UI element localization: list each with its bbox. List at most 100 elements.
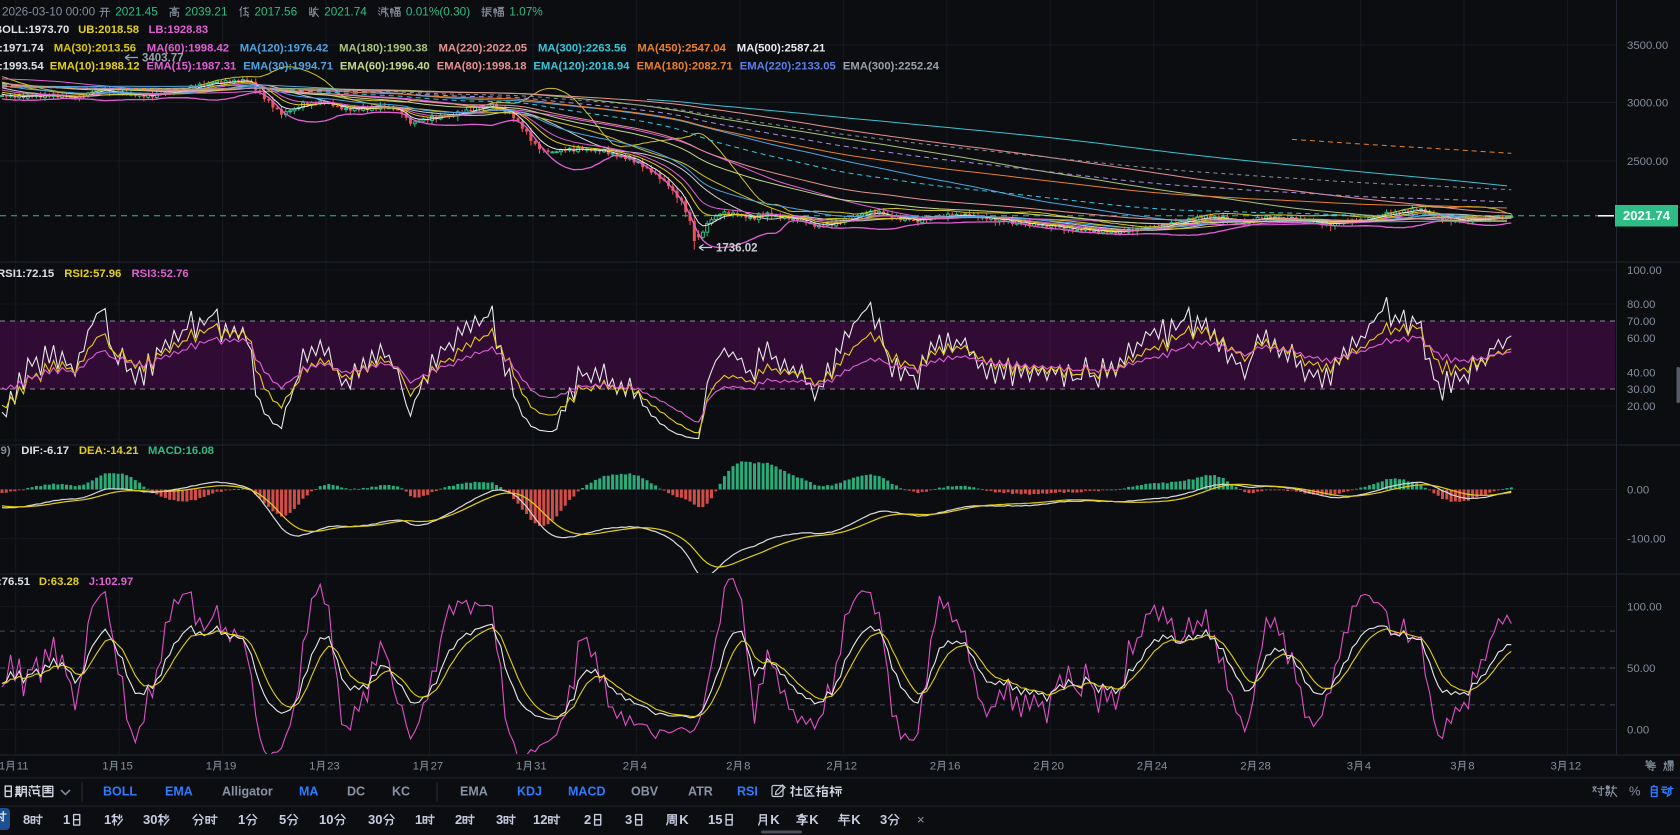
- svg-text:8: 8: [744, 761, 750, 773]
- svg-text:70.00: 70.00: [1627, 316, 1656, 328]
- svg-text:UB:2018.58: UB:2018.58: [78, 24, 139, 36]
- svg-text:19: 19: [224, 761, 237, 773]
- svg-text:4: 4: [641, 761, 647, 773]
- svg-text:3: 3: [625, 812, 632, 827]
- svg-text:24: 24: [1155, 761, 1168, 773]
- svg-text:MA: MA: [299, 785, 318, 799]
- svg-text:MA(30):2013.56: MA(30):2013.56: [54, 43, 136, 55]
- svg-text:60.00: 60.00: [1627, 333, 1656, 345]
- svg-text:10: 10: [319, 812, 333, 827]
- svg-text::1993.54: :1993.54: [0, 61, 44, 73]
- svg-text:15: 15: [708, 812, 722, 827]
- svg-text::1971.74: :1971.74: [0, 43, 44, 55]
- svg-text:1736.02: 1736.02: [716, 243, 758, 255]
- svg-text:40.00: 40.00: [1627, 367, 1656, 379]
- svg-text:BOLL: BOLL: [103, 785, 137, 799]
- svg-text:1: 1: [309, 761, 315, 773]
- svg-text:20: 20: [1051, 761, 1064, 773]
- svg-text:×: ×: [917, 812, 925, 827]
- svg-text:1: 1: [415, 812, 422, 827]
- svg-text:1: 1: [206, 761, 212, 773]
- svg-text:2: 2: [1137, 761, 1143, 773]
- svg-text:20.00: 20.00: [1627, 401, 1656, 413]
- svg-text:2: 2: [726, 761, 732, 773]
- svg-text:MA(300):2263.56: MA(300):2263.56: [538, 43, 627, 55]
- svg-text:DEA:-14.21: DEA:-14.21: [79, 445, 139, 457]
- svg-text:16: 16: [948, 761, 961, 773]
- svg-text:23: 23: [327, 761, 340, 773]
- svg-text:K:76.51: K:76.51: [0, 576, 30, 588]
- svg-text:3: 3: [1347, 761, 1353, 773]
- svg-text:3: 3: [1551, 761, 1557, 773]
- svg-text:2021.45: 2021.45: [115, 5, 158, 19]
- svg-text:2: 2: [584, 812, 591, 827]
- svg-text:EMA(60):1996.40: EMA(60):1996.40: [340, 61, 430, 73]
- svg-text:EMA(220):2133.05: EMA(220):2133.05: [740, 61, 836, 73]
- svg-text:15: 15: [120, 761, 133, 773]
- svg-text:1: 1: [238, 812, 245, 827]
- svg-text:K: K: [809, 812, 819, 827]
- svg-text:2039.21: 2039.21: [185, 5, 228, 19]
- svg-text:EMA(15):1987.31: EMA(15):1987.31: [147, 61, 237, 73]
- svg-text:D:63.28: D:63.28: [39, 576, 79, 588]
- svg-text:RSI3:52.76: RSI3:52.76: [132, 268, 189, 280]
- svg-text:1: 1: [0, 761, 5, 773]
- svg-text:OBV: OBV: [631, 785, 659, 799]
- svg-text:LB:1928.83: LB:1928.83: [149, 24, 209, 36]
- svg-text:1: 1: [413, 761, 419, 773]
- svg-text:EMA(30):1994.71: EMA(30):1994.71: [243, 61, 333, 73]
- svg-text:BOLL:1973.70: BOLL:1973.70: [0, 24, 69, 36]
- svg-text:J:102.97: J:102.97: [89, 576, 134, 588]
- svg-text:K: K: [679, 812, 689, 827]
- svg-text:100.00: 100.00: [1627, 601, 1662, 613]
- svg-text:2: 2: [455, 812, 462, 827]
- svg-text:EMA(120):2018.94: EMA(120):2018.94: [533, 61, 630, 73]
- svg-text:2026-03-10 00:00: 2026-03-10 00:00: [2, 5, 96, 19]
- svg-text:MA(450):2547.04: MA(450):2547.04: [637, 43, 726, 55]
- svg-text:1: 1: [63, 812, 70, 827]
- svg-text:DC: DC: [347, 785, 365, 799]
- svg-text:8: 8: [23, 812, 30, 827]
- svg-text:12: 12: [844, 761, 857, 773]
- svg-text:MA(120):1976.42: MA(120):1976.42: [240, 43, 329, 55]
- svg-text:EMA: EMA: [165, 785, 193, 799]
- svg-text:K: K: [851, 812, 861, 827]
- svg-text:EMA(10):1988.12: EMA(10):1988.12: [50, 61, 140, 73]
- svg-text:8: 8: [1468, 761, 1474, 773]
- svg-text:2: 2: [930, 761, 936, 773]
- svg-text:4: 4: [1365, 761, 1371, 773]
- svg-text:1: 1: [102, 761, 108, 773]
- svg-text:80.00: 80.00: [1627, 299, 1656, 311]
- svg-text:EMA(80):1998.18: EMA(80):1998.18: [437, 61, 527, 73]
- svg-text:0.01%(0.30): 0.01%(0.30): [406, 5, 470, 19]
- svg-text:Alligator: Alligator: [222, 785, 273, 799]
- svg-text:EMA(300):2252.24: EMA(300):2252.24: [843, 61, 940, 73]
- svg-text:12: 12: [1569, 761, 1582, 773]
- svg-text:3: 3: [1450, 761, 1456, 773]
- svg-text:2: 2: [1240, 761, 1246, 773]
- svg-text:%: %: [1629, 784, 1641, 799]
- svg-text:RSI: RSI: [737, 785, 758, 799]
- svg-text:30: 30: [368, 812, 382, 827]
- svg-text:28: 28: [1258, 761, 1271, 773]
- svg-text:MA(60):1998.42: MA(60):1998.42: [147, 43, 229, 55]
- svg-text:2021.74: 2021.74: [324, 5, 367, 19]
- svg-text:K: K: [770, 812, 780, 827]
- svg-text:KDJ: KDJ: [517, 785, 542, 799]
- svg-text:MA(500):2587.21: MA(500):2587.21: [737, 43, 826, 55]
- svg-text:11: 11: [17, 761, 29, 773]
- svg-text:1: 1: [516, 761, 522, 773]
- svg-text:EMA(180):2082.71: EMA(180):2082.71: [637, 61, 733, 73]
- svg-text:MA(180):1990.38: MA(180):1990.38: [339, 43, 428, 55]
- svg-text:RSI2:57.96: RSI2:57.96: [64, 268, 121, 280]
- svg-text:30: 30: [143, 812, 157, 827]
- svg-text:2017.56: 2017.56: [255, 5, 298, 19]
- svg-text:0.00: 0.00: [1627, 724, 1649, 736]
- svg-text:DIF:-6.17: DIF:-6.17: [21, 445, 69, 457]
- svg-text:EMA: EMA: [460, 785, 488, 799]
- svg-text:31: 31: [534, 761, 547, 773]
- svg-text:MACD(12,26,9): MACD(12,26,9): [0, 445, 11, 457]
- svg-text:2: 2: [623, 761, 629, 773]
- svg-text:2500.00: 2500.00: [1627, 156, 1668, 168]
- svg-text:2: 2: [1033, 761, 1039, 773]
